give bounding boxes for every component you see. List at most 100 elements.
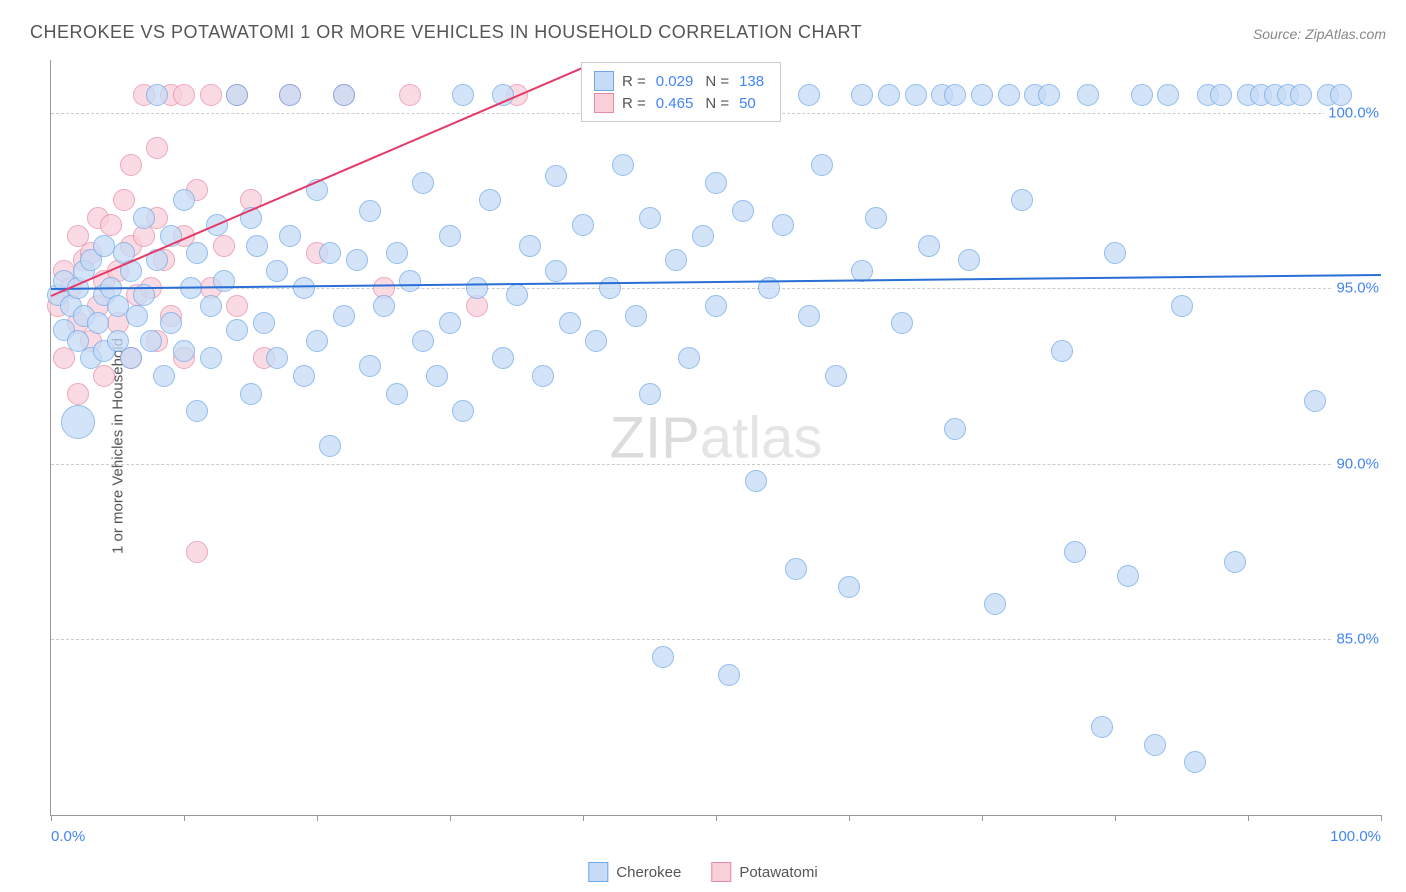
scatter-point bbox=[1330, 84, 1352, 106]
scatter-point bbox=[944, 84, 966, 106]
x-tick bbox=[1381, 815, 1382, 821]
scatter-point bbox=[1117, 565, 1139, 587]
scatter-point bbox=[173, 340, 195, 362]
scatter-point bbox=[226, 319, 248, 341]
scatter-point bbox=[107, 295, 129, 317]
scatter-point bbox=[319, 435, 341, 457]
scatter-point bbox=[1157, 84, 1179, 106]
scatter-point bbox=[173, 84, 195, 106]
scatter-point bbox=[958, 249, 980, 271]
scatter-point bbox=[140, 330, 162, 352]
scatter-point bbox=[599, 277, 621, 299]
scatter-point bbox=[126, 305, 148, 327]
scatter-point bbox=[466, 277, 488, 299]
scatter-point bbox=[732, 200, 754, 222]
scatter-point bbox=[452, 84, 474, 106]
scatter-point bbox=[359, 355, 381, 377]
scatter-point bbox=[1077, 84, 1099, 106]
x-tick bbox=[450, 815, 451, 821]
scatter-point bbox=[333, 305, 355, 327]
y-tick-label: 90.0% bbox=[1332, 455, 1383, 472]
scatter-point bbox=[492, 347, 514, 369]
scatter-point bbox=[652, 646, 674, 668]
scatter-point bbox=[412, 172, 434, 194]
grid-line bbox=[51, 288, 1381, 289]
scatter-point bbox=[266, 347, 288, 369]
scatter-point bbox=[705, 172, 727, 194]
scatter-point bbox=[625, 305, 647, 327]
scatter-point bbox=[838, 576, 860, 598]
y-tick-label: 85.0% bbox=[1332, 631, 1383, 648]
scatter-point bbox=[1304, 390, 1326, 412]
scatter-point bbox=[213, 270, 235, 292]
scatter-point bbox=[439, 312, 461, 334]
scatter-point bbox=[333, 84, 355, 106]
scatter-point bbox=[113, 189, 135, 211]
scatter-point bbox=[559, 312, 581, 334]
x-tick bbox=[317, 815, 318, 821]
scatter-point bbox=[678, 347, 700, 369]
scatter-point bbox=[146, 84, 168, 106]
y-tick-label: 95.0% bbox=[1332, 280, 1383, 297]
scatter-point bbox=[1064, 541, 1086, 563]
legend-r-label: R = bbox=[622, 73, 646, 90]
scatter-point bbox=[811, 154, 833, 176]
scatter-point bbox=[1224, 551, 1246, 573]
scatter-point bbox=[798, 84, 820, 106]
scatter-point bbox=[67, 383, 89, 405]
scatter-point bbox=[1184, 751, 1206, 773]
scatter-point bbox=[386, 242, 408, 264]
scatter-point bbox=[918, 235, 940, 257]
scatter-point bbox=[772, 214, 794, 236]
chart-title: CHEROKEE VS POTAWATOMI 1 OR MORE VEHICLE… bbox=[30, 22, 862, 43]
scatter-point bbox=[1144, 734, 1166, 756]
scatter-point bbox=[692, 225, 714, 247]
scatter-point bbox=[120, 347, 142, 369]
legend-n-label: N = bbox=[705, 73, 729, 90]
x-tick-label: 100.0% bbox=[1330, 828, 1381, 845]
scatter-point bbox=[186, 400, 208, 422]
scatter-point bbox=[253, 312, 275, 334]
legend-label: Cherokee bbox=[616, 864, 681, 881]
scatter-point bbox=[359, 200, 381, 222]
bottom-legend-item: Cherokee bbox=[588, 862, 681, 882]
legend-swatch bbox=[594, 93, 614, 113]
bottom-legend-item: Potawatomi bbox=[711, 862, 817, 882]
bottom-legend: Cherokee Potawatomi bbox=[588, 862, 817, 882]
scatter-point bbox=[412, 330, 434, 352]
scatter-point bbox=[798, 305, 820, 327]
scatter-point bbox=[93, 365, 115, 387]
y-tick-label: 100.0% bbox=[1324, 104, 1383, 121]
scatter-point bbox=[120, 154, 142, 176]
plot-area: ZIPatlas 85.0%90.0%95.0%100.0%0.0%100.0%… bbox=[50, 60, 1381, 816]
scatter-point bbox=[93, 235, 115, 257]
scatter-point bbox=[200, 347, 222, 369]
scatter-point bbox=[279, 225, 301, 247]
scatter-point bbox=[1104, 242, 1126, 264]
legend-n-value: 138 bbox=[739, 73, 764, 90]
scatter-point bbox=[386, 383, 408, 405]
scatter-point bbox=[226, 84, 248, 106]
scatter-point bbox=[1131, 84, 1153, 106]
scatter-point bbox=[865, 207, 887, 229]
scatter-point bbox=[479, 189, 501, 211]
scatter-point bbox=[226, 295, 248, 317]
scatter-point bbox=[519, 235, 541, 257]
legend-r-value: 0.465 bbox=[656, 95, 694, 112]
scatter-point bbox=[745, 470, 767, 492]
scatter-point bbox=[825, 365, 847, 387]
scatter-point bbox=[1091, 716, 1113, 738]
scatter-point bbox=[905, 84, 927, 106]
x-tick bbox=[716, 815, 717, 821]
scatter-point bbox=[186, 541, 208, 563]
scatter-point bbox=[439, 225, 461, 247]
scatter-point bbox=[639, 207, 661, 229]
x-tick bbox=[51, 815, 52, 821]
scatter-point bbox=[665, 249, 687, 271]
scatter-point bbox=[639, 383, 661, 405]
scatter-point bbox=[1210, 84, 1232, 106]
x-tick bbox=[849, 815, 850, 821]
scatter-point bbox=[200, 84, 222, 106]
scatter-point bbox=[246, 235, 268, 257]
scatter-point bbox=[1171, 295, 1193, 317]
